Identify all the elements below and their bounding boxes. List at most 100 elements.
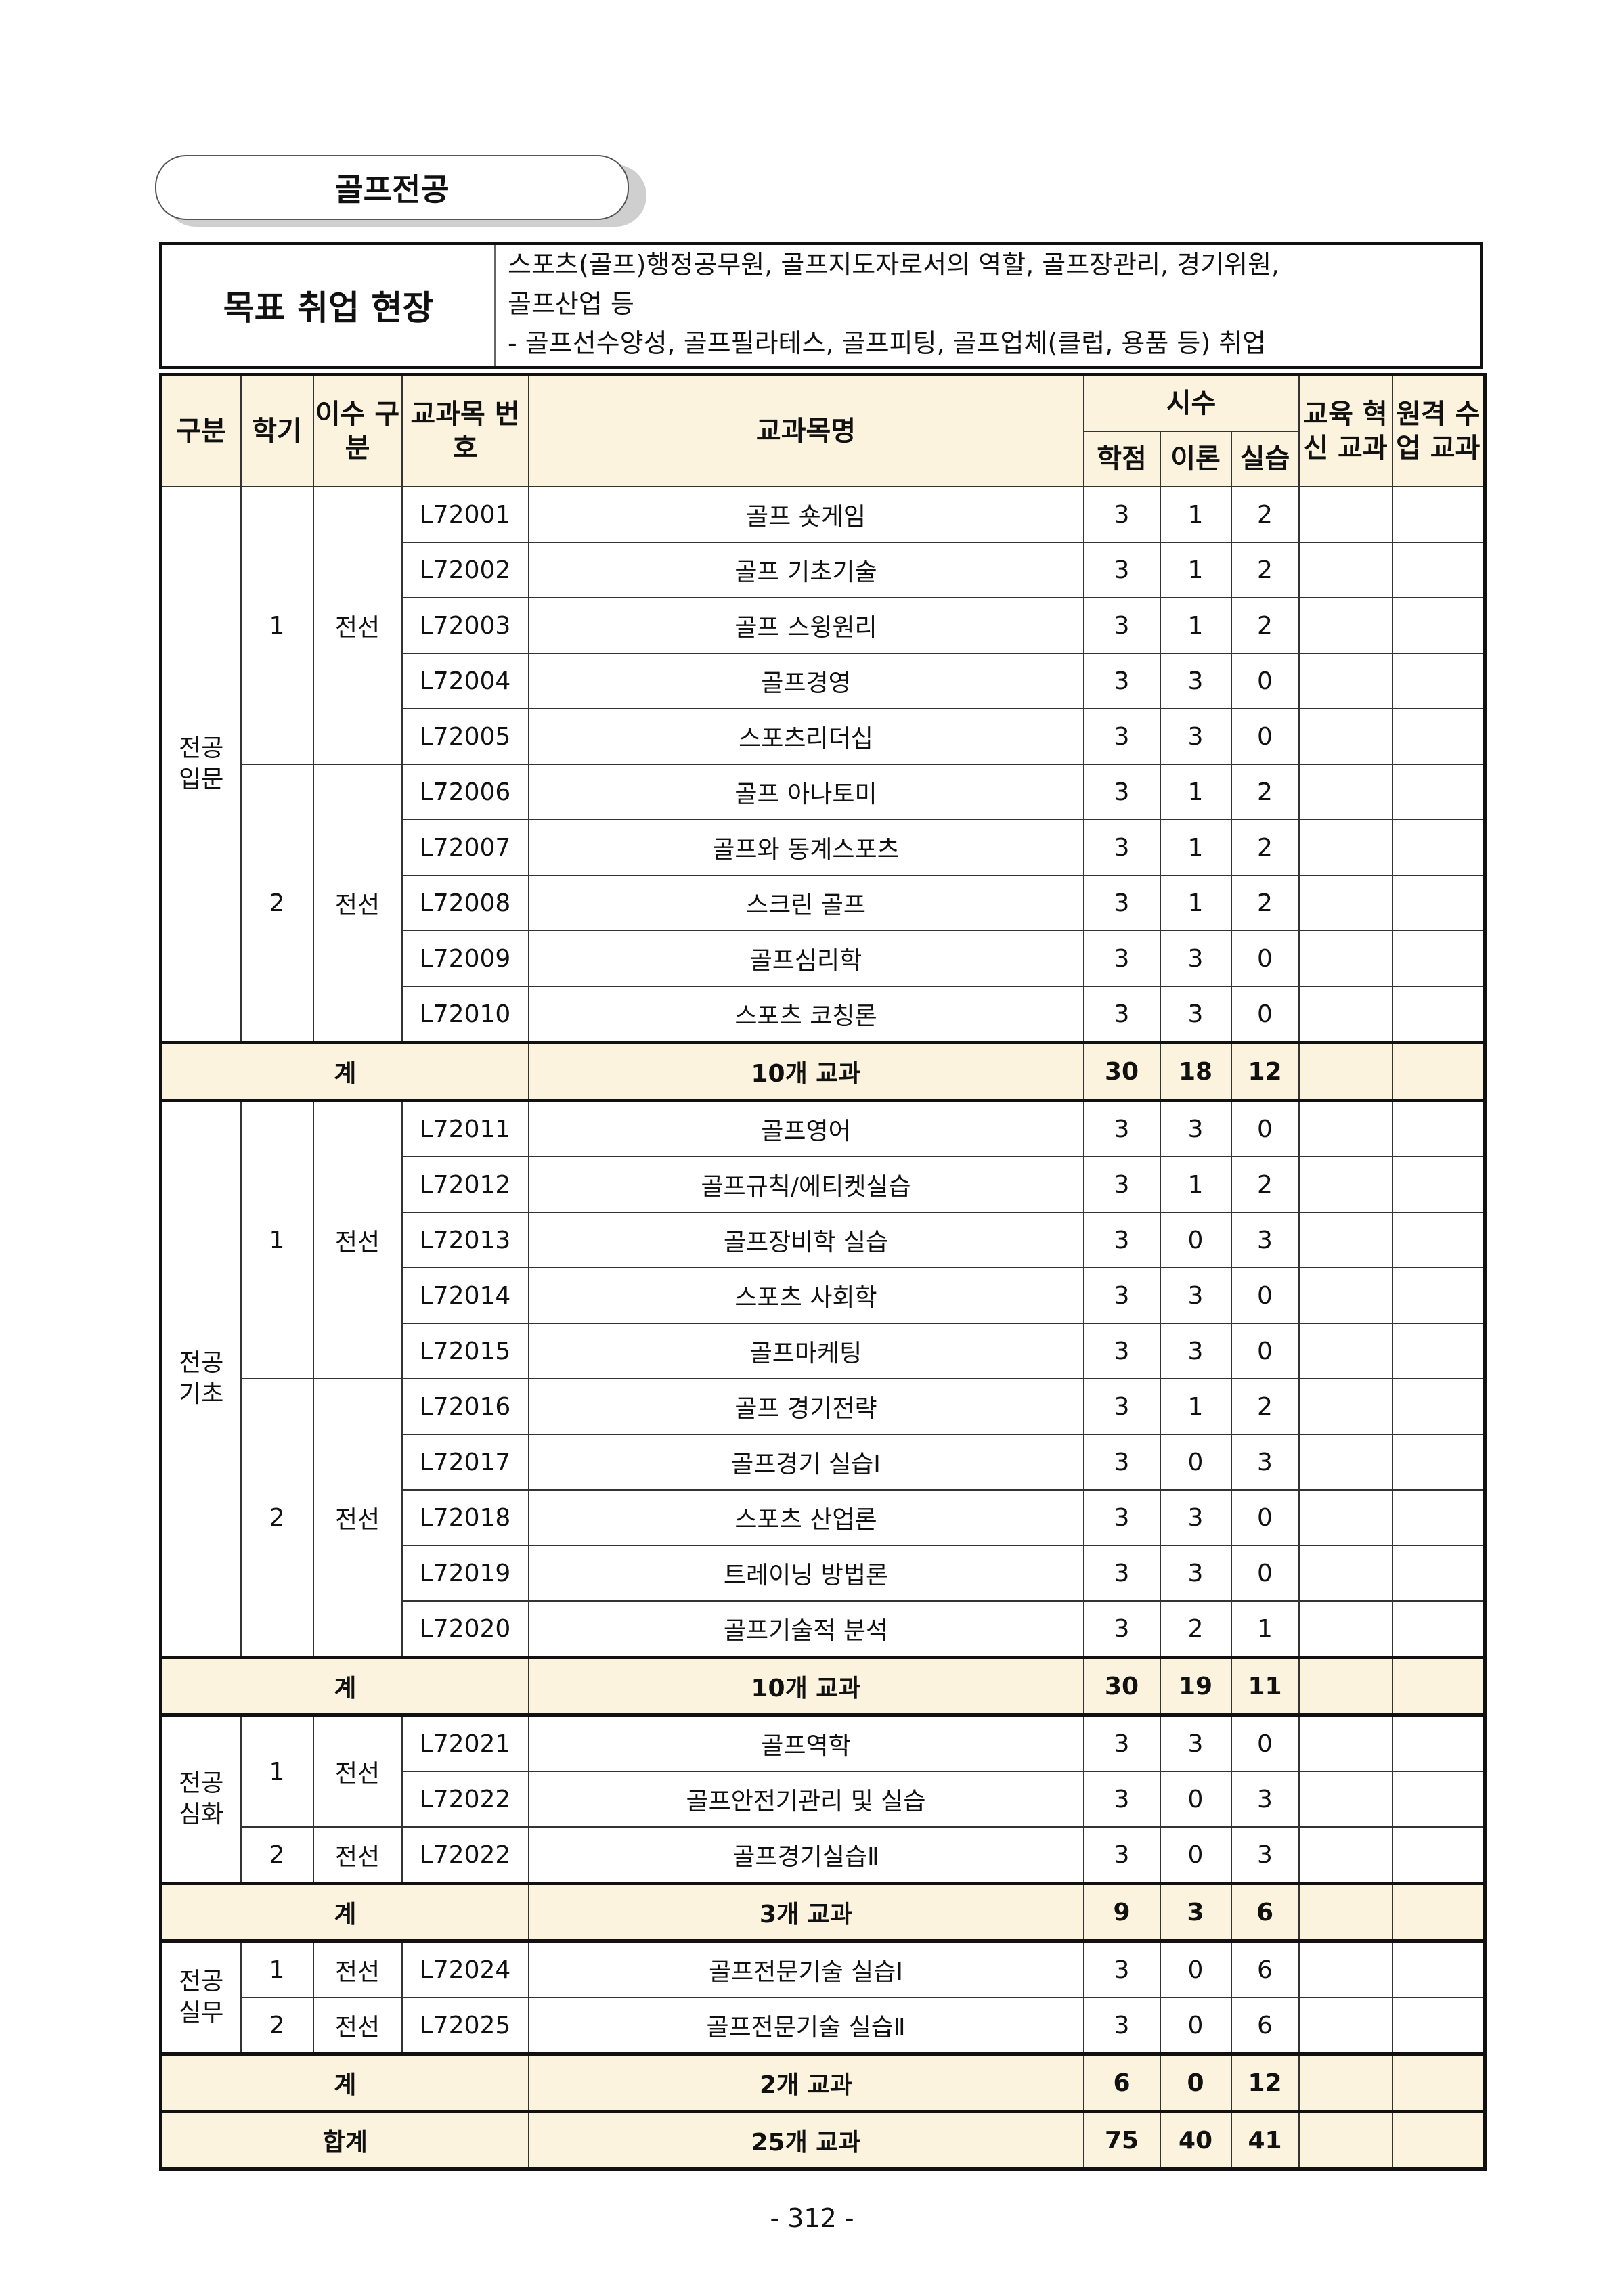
theory-value: 2 xyxy=(1159,1600,1232,1658)
practice-value: 0 xyxy=(1230,708,1300,765)
remote-cell xyxy=(1391,1997,1486,2055)
course-name: 골프안전기관리 및 실습 xyxy=(527,1771,1084,1828)
remote-cell xyxy=(1391,542,1486,598)
table-row: L72004 골프경영 3 3 0 xyxy=(161,653,1486,709)
table-row: L72009 골프심리학 3 3 0 xyxy=(161,930,1486,987)
remote-cell xyxy=(1391,764,1486,820)
semester-cell: 2 xyxy=(240,764,314,1044)
course-code: L72007 xyxy=(401,819,529,876)
course-code: L72003 xyxy=(401,597,529,654)
subtotal-credit: 6 xyxy=(1082,2053,1161,2113)
innovation-cell xyxy=(1298,1489,1393,1546)
section-title: 골프전공 xyxy=(155,155,629,220)
remote-cell xyxy=(1391,1882,1486,1942)
course-code: L72022 xyxy=(401,1771,529,1828)
course-name: 골프경기 실습Ⅰ xyxy=(527,1434,1084,1491)
remote-cell xyxy=(1391,1489,1486,1546)
table-row: L72014 스포츠 사회학 3 3 0 xyxy=(161,1267,1486,1324)
remote-cell xyxy=(1391,597,1486,654)
semester-cell: 1 xyxy=(240,1940,314,1998)
practice-value: 3 xyxy=(1230,1826,1300,1884)
table-row: L72007 골프와 동계스포츠 3 1 2 xyxy=(161,819,1486,876)
practice-value: 2 xyxy=(1230,1156,1300,1213)
practice-value: 2 xyxy=(1230,819,1300,876)
subtotal-label: 계 xyxy=(160,1882,529,1942)
table-row: 전공 입문 1 전선 L72001 골프 숏게임 3 1 2 xyxy=(160,486,1486,1044)
innovation-cell xyxy=(1298,1940,1393,1998)
semester-cell: 1 xyxy=(240,1714,314,1828)
table-row: L72017 골프경기 실습Ⅰ 3 0 3 xyxy=(161,1434,1486,1491)
course-code: L72025 xyxy=(401,1997,529,2055)
semester-cell: 1 xyxy=(240,486,314,765)
type-cell: 전선 xyxy=(312,1997,403,2055)
theory-value: 3 xyxy=(1159,930,1232,987)
innovation-cell xyxy=(1298,653,1393,709)
practice-value: 3 xyxy=(1230,1212,1300,1268)
table-row: L72019 트레이닝 방법론 3 3 0 xyxy=(161,1545,1486,1602)
practice-value: 0 xyxy=(1230,1323,1300,1379)
course-name: 골프역학 xyxy=(527,1714,1084,1772)
course-name: 골프경영 xyxy=(527,653,1084,709)
remote-cell xyxy=(1391,2111,1486,2170)
course-name: 골프 기초기술 xyxy=(527,542,1084,598)
innovation-cell xyxy=(1298,1323,1393,1379)
practice-value: 2 xyxy=(1230,486,1300,543)
practice-value: 0 xyxy=(1230,986,1300,1044)
innovation-cell xyxy=(1298,1826,1393,1884)
course-code: L72005 xyxy=(401,708,529,765)
header-remote: 원격 수업 교과 xyxy=(1391,374,1486,487)
subtotal-count: 2개 교과 xyxy=(527,2053,1084,2113)
type-cell: 전선 xyxy=(312,1714,403,1828)
header-name: 교과목명 xyxy=(527,374,1084,487)
subtotal-theory: 18 xyxy=(1159,1042,1232,1101)
practice-value: 2 xyxy=(1230,597,1300,654)
theory-value: 3 xyxy=(1159,653,1232,709)
table-row: L72018 스포츠 산업론 3 3 0 xyxy=(161,1489,1486,1546)
practice-value: 6 xyxy=(1230,1940,1300,1998)
category-cell: 전공 심화 xyxy=(160,1714,242,1884)
course-code: L72014 xyxy=(401,1267,529,1324)
practice-value: 0 xyxy=(1230,653,1300,709)
theory-value: 0 xyxy=(1159,1997,1232,2055)
category-cell: 전공 실무 xyxy=(160,1940,242,2055)
innovation-cell xyxy=(1298,2111,1393,2170)
table-row: 전공 실무 1 전선 L72024 골프전문기술 실습Ⅰ 3 0 6 xyxy=(160,1940,1486,2055)
theory-value: 1 xyxy=(1159,1378,1232,1435)
course-code: L72022 xyxy=(401,1826,529,1884)
course-name: 골프경기실습Ⅱ xyxy=(527,1826,1084,1884)
subtotal-row: 계 3개 교과 9 3 6 xyxy=(160,1882,1486,1942)
header-practice: 실습 xyxy=(1230,430,1300,487)
course-name: 골프 아나토미 xyxy=(527,764,1084,820)
category-cell: 전공 기초 xyxy=(160,1099,242,1658)
innovation-cell xyxy=(1298,1099,1393,1157)
practice-value: 0 xyxy=(1230,1099,1300,1157)
header-semester: 학기 xyxy=(240,374,314,487)
header-credit: 학점 xyxy=(1082,430,1161,487)
innovation-cell xyxy=(1298,1545,1393,1602)
course-code: L72019 xyxy=(401,1545,529,1602)
practice-value: 0 xyxy=(1230,930,1300,987)
theory-value: 1 xyxy=(1159,486,1232,543)
remote-cell xyxy=(1391,1323,1486,1379)
table-row: 2 전선 L72025 골프전문기술 실습Ⅱ 3 0 6 xyxy=(161,1997,1486,2055)
table-row: 전공 심화 1 전선 L72021 골프역학 3 3 0 xyxy=(160,1714,1486,1884)
innovation-cell xyxy=(1298,1771,1393,1828)
course-code: L72010 xyxy=(401,986,529,1044)
practice-value: 2 xyxy=(1230,875,1300,931)
header-hours: 시수 xyxy=(1082,374,1300,432)
subtotal-theory: 0 xyxy=(1159,2053,1232,2113)
remote-cell xyxy=(1391,708,1486,765)
table-row: L72005 스포츠리더십 3 3 0 xyxy=(161,708,1486,765)
table-row: L72012 골프규칙/에티켓실습 3 1 2 xyxy=(161,1156,1486,1213)
innovation-cell xyxy=(1298,764,1393,820)
theory-value: 3 xyxy=(1159,1323,1232,1379)
innovation-cell xyxy=(1298,930,1393,987)
remote-cell xyxy=(1391,1771,1486,1828)
total-label: 합계 xyxy=(160,2111,529,2170)
practice-value: 3 xyxy=(1230,1434,1300,1491)
course-code: L72004 xyxy=(401,653,529,709)
credit-value: 3 xyxy=(1082,1771,1161,1828)
course-name: 골프전문기술 실습Ⅰ xyxy=(527,1940,1084,1998)
subtotal-row: 계 2개 교과 6 0 12 xyxy=(160,2053,1486,2113)
table-row: L72003 골프 스윙원리 3 1 2 xyxy=(161,597,1486,654)
